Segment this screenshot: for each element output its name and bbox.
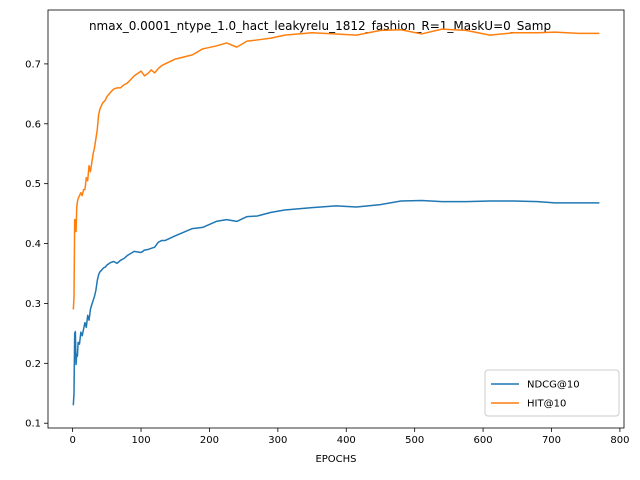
x-tick-label: 400 (337, 435, 356, 446)
x-tick-label: 500 (405, 435, 424, 446)
legend: NDCG@10 HIT@10 (484, 369, 620, 417)
y-tick-label: 0.6 (25, 119, 41, 130)
legend-label-ndcg-10: NDCG@10 (527, 380, 580, 391)
y-tick-label: 0.7 (25, 59, 41, 70)
plot-area (47, 9, 625, 429)
x-tick-label: 200 (200, 435, 219, 446)
chart-title: nmax_0.0001_ntype_1.0_hact_leakyrelu_181… (89, 19, 551, 33)
y-axis: 0.1 0.2 0.3 0.4 0.5 0.6 0.7 (25, 59, 48, 430)
series-layer (72, 28, 600, 406)
series-line-ndcg-10 (72, 199, 600, 406)
x-tick-label: 700 (542, 435, 561, 446)
y-tick-label: 0.5 (25, 179, 41, 190)
x-tick-label: 600 (474, 435, 493, 446)
legend-label-hit-10: HIT@10 (527, 399, 566, 410)
x-tick-label: 100 (131, 435, 150, 446)
x-tick-label: 300 (268, 435, 287, 446)
x-axis-title: EPOCHS (315, 454, 356, 465)
x-axis: 0 100 200 300 400 500 600 700 800 (69, 428, 629, 446)
x-tick-label: 0 (69, 435, 75, 446)
y-tick-label: 0.3 (25, 299, 41, 310)
y-tick-label: 0.1 (25, 419, 41, 430)
series-line-hit-10 (72, 28, 600, 310)
y-tick-label: 0.2 (25, 359, 41, 370)
y-tick-label: 0.4 (25, 239, 41, 250)
legend-box (484, 369, 620, 417)
x-tick-label: 800 (610, 435, 629, 446)
